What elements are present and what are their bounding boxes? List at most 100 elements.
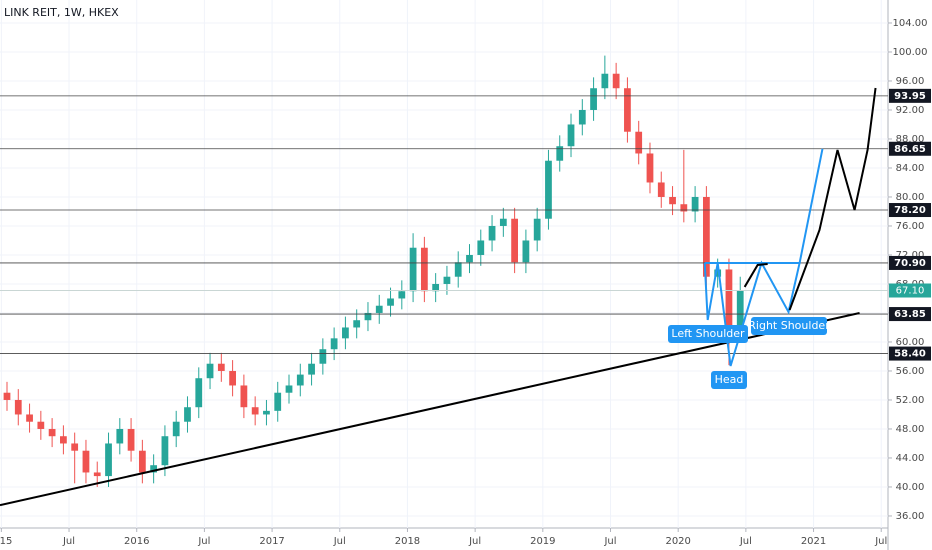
candle-body bbox=[330, 338, 338, 350]
axes: 36.0040.0044.0048.0052.0056.0060.0064.00… bbox=[0, 18, 931, 547]
candle-body bbox=[578, 109, 586, 125]
candle-body bbox=[308, 363, 315, 375]
candle-body bbox=[590, 88, 597, 110]
y-tick-label: 52.00 bbox=[896, 395, 925, 406]
y-tick-label: 96.00 bbox=[896, 76, 925, 87]
x-tick-label: Jul bbox=[603, 536, 616, 547]
candle-body bbox=[195, 378, 203, 408]
x-tick-label: Jul bbox=[468, 536, 481, 547]
drawings: Left Shoulder Head Right Shoulder bbox=[0, 87, 888, 507]
annotation-box bbox=[668, 325, 748, 343]
candle-body bbox=[635, 131, 643, 154]
y-tick-label: 104.00 bbox=[893, 18, 928, 29]
annotation: Left Shoulder bbox=[671, 327, 745, 340]
y-tick-label: 88.00 bbox=[896, 134, 925, 145]
chart-title: LINK REIT, 1W, HKEX bbox=[4, 6, 119, 19]
candle-body bbox=[150, 465, 158, 473]
candle-body bbox=[567, 124, 575, 147]
candle-body bbox=[184, 407, 191, 422]
candle-body bbox=[703, 196, 710, 277]
candle-body bbox=[612, 73, 620, 89]
y-tick-label: 36.00 bbox=[896, 511, 925, 522]
candle-body bbox=[466, 254, 473, 263]
candle-body bbox=[533, 218, 541, 241]
candle-body bbox=[26, 414, 33, 422]
candle-body bbox=[454, 262, 462, 277]
level-label: 63.85 bbox=[894, 309, 926, 320]
candle-body bbox=[736, 290, 744, 328]
x-tick-label: Jul bbox=[197, 536, 210, 547]
level-label: 78.20 bbox=[894, 205, 926, 216]
candle-body bbox=[511, 218, 518, 263]
candle-body bbox=[161, 436, 169, 466]
x-tick-label: 2021 bbox=[801, 536, 826, 547]
candle-body bbox=[601, 73, 609, 89]
y-tick-label: 48.00 bbox=[896, 424, 925, 435]
candle-body bbox=[488, 225, 496, 241]
x-tick-label: Jul bbox=[62, 536, 75, 547]
candle-body bbox=[432, 283, 440, 292]
y-tick-label: 76.00 bbox=[896, 221, 925, 232]
candle-body bbox=[93, 472, 101, 477]
candle-body bbox=[319, 349, 327, 364]
y-tick-label: 56.00 bbox=[896, 366, 925, 377]
candle-body bbox=[409, 247, 417, 292]
candle-body bbox=[556, 146, 564, 161]
candle-body bbox=[274, 392, 282, 411]
candle-body bbox=[127, 428, 135, 451]
level-label-box bbox=[889, 203, 931, 218]
y-tick-label: 80.00 bbox=[896, 192, 925, 203]
drawing-line bbox=[788, 87, 877, 311]
x-tick-label: Jul bbox=[874, 536, 887, 547]
candle-body bbox=[691, 196, 699, 212]
candle-body bbox=[443, 276, 451, 284]
annotation-box bbox=[751, 317, 827, 335]
candle-body bbox=[138, 450, 146, 473]
x-tick-label: Jul bbox=[333, 536, 346, 547]
candle-body bbox=[285, 385, 293, 393]
candle-body bbox=[387, 298, 394, 306]
candle-body bbox=[296, 374, 304, 386]
x-tick-label: 2019 bbox=[530, 536, 555, 547]
y-tick-label: 40.00 bbox=[896, 482, 925, 493]
y-tick-label: 84.00 bbox=[896, 163, 925, 174]
level-label-box bbox=[889, 255, 931, 270]
candle-body bbox=[37, 421, 45, 429]
last-price-box bbox=[889, 283, 931, 298]
y-tick-label: 60.00 bbox=[896, 337, 925, 348]
x-tick-label: 2018 bbox=[395, 536, 420, 547]
x-tick-label: 2017 bbox=[259, 536, 284, 547]
level-label-box bbox=[889, 307, 931, 322]
y-tick-label: 92.00 bbox=[896, 105, 925, 116]
y-tick-label: 72.00 bbox=[896, 250, 925, 261]
level-label: 93.95 bbox=[894, 91, 926, 102]
level-label: 86.65 bbox=[894, 144, 926, 155]
x-tick-label: 2020 bbox=[665, 536, 690, 547]
annotation: Right Shoulder bbox=[748, 319, 830, 332]
candle-body bbox=[217, 363, 225, 371]
candle-body bbox=[545, 160, 552, 219]
candle-body bbox=[48, 428, 56, 437]
candle-body bbox=[669, 196, 676, 205]
candle-body bbox=[14, 399, 22, 415]
candle-body bbox=[420, 247, 428, 292]
candle-body bbox=[725, 269, 733, 328]
x-tick-label: Jul bbox=[739, 536, 752, 547]
annotation-box bbox=[711, 371, 747, 389]
y-tick-label: 44.00 bbox=[896, 453, 925, 464]
candle-body bbox=[375, 305, 383, 313]
candle-body bbox=[522, 240, 530, 263]
candle-body bbox=[172, 421, 180, 437]
last-price-label: 67.10 bbox=[896, 285, 925, 296]
candle-body bbox=[105, 443, 112, 477]
level-label: 58.40 bbox=[894, 349, 926, 360]
drawing-line bbox=[0, 311, 860, 507]
candle-body bbox=[353, 320, 361, 328]
drawing-line bbox=[703, 148, 824, 367]
candle-body bbox=[364, 312, 372, 321]
candle-body bbox=[240, 385, 248, 408]
level-label-box bbox=[889, 88, 931, 103]
level-label: 70.90 bbox=[894, 258, 926, 269]
x-tick-label: 15 bbox=[0, 536, 12, 547]
